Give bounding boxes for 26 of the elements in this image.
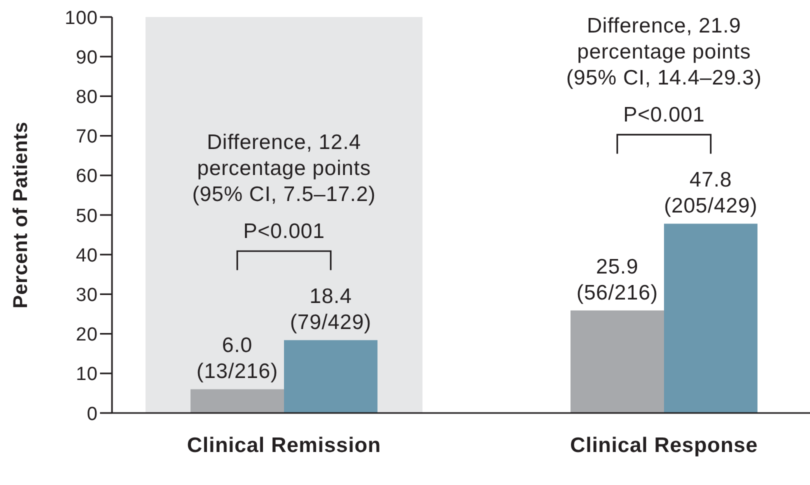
y-tick-label: 90 bbox=[76, 47, 98, 68]
y-tick-label: 80 bbox=[76, 87, 98, 108]
data-label: 25.9 (56/216) bbox=[576, 255, 658, 304]
bar bbox=[284, 340, 378, 413]
annotation: P<0.001 bbox=[243, 220, 325, 244]
y-tick-label: 30 bbox=[76, 285, 98, 306]
data-label: 47.8 (205/429) bbox=[664, 168, 758, 218]
bar bbox=[190, 389, 284, 413]
y-tick-label: 60 bbox=[76, 166, 98, 188]
annotation: Difference, 21.9 percentage points (95% CI, 14.4–29.3) bbox=[566, 14, 762, 90]
y-tick-label: 0 bbox=[86, 404, 98, 425]
annotation: Difference, 12.4 percentage points (95% CI, 7.5–17.2) bbox=[192, 131, 376, 206]
data-label: 18.4 (79/429) bbox=[290, 285, 372, 334]
y-tick-label: 50 bbox=[76, 206, 98, 227]
x-tick-label: Clinical Response bbox=[570, 434, 758, 457]
bar bbox=[664, 224, 758, 413]
y-axis-title: Percent of Patients bbox=[10, 122, 32, 308]
y-tick-label: 10 bbox=[76, 364, 98, 386]
y-tick-label: 100 bbox=[64, 8, 98, 29]
bar bbox=[570, 310, 664, 413]
y-tick-label: 70 bbox=[76, 126, 98, 148]
x-tick-label: Clinical Remission bbox=[187, 434, 381, 457]
annotation: P<0.001 bbox=[623, 104, 705, 127]
y-tick-label: 40 bbox=[76, 245, 98, 266]
data-label: 6.0 (13/216) bbox=[196, 334, 278, 384]
y-tick-label: 20 bbox=[76, 324, 98, 346]
